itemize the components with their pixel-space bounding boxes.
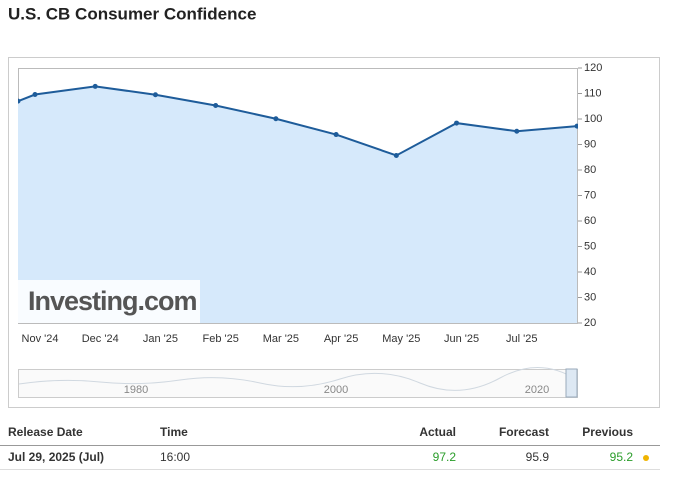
point [514, 128, 520, 134]
point [213, 102, 219, 108]
y-tick-label: 70 [584, 189, 596, 201]
previous: 95.2 [610, 450, 634, 464]
y-tick-label: 120 [584, 62, 602, 74]
navigator-line [18, 367, 578, 391]
point [92, 83, 98, 89]
x-tick-label: Dec '24 [82, 333, 119, 345]
y-tick-label: 30 [584, 291, 596, 303]
watermark-bg [18, 280, 200, 323]
y-tick-label: 110 [584, 87, 602, 99]
actual: 97.2 [433, 450, 457, 464]
x-tick-label: Mar '25 [263, 333, 299, 345]
navigator-handle[interactable] [565, 368, 578, 398]
table-header: Time [160, 425, 188, 439]
y-tick-label: 50 [584, 240, 596, 252]
table-header: Forecast [499, 425, 549, 439]
navigator-label: 1980 [124, 384, 148, 396]
chart-frame [8, 57, 660, 408]
x-tick-label: Nov '24 [22, 333, 59, 345]
table-header: Previous [582, 425, 633, 439]
point [454, 120, 460, 126]
x-tick-label: May '25 [382, 333, 420, 345]
navigator-label: 2000 [324, 384, 348, 396]
watermark: Investing.com [28, 286, 197, 316]
point [152, 92, 158, 98]
title: U.S. CB Consumer Confidence [8, 4, 256, 23]
y-tick-label: 90 [584, 138, 596, 150]
x-tick-label: Jul '25 [506, 333, 537, 345]
plot [18, 83, 578, 323]
release-date: Jul 29, 2025 (Jul) [8, 450, 104, 464]
time: 16:00 [160, 450, 190, 464]
y-tick-label: 60 [584, 215, 596, 227]
y-tick-label: 40 [584, 266, 596, 278]
x-tick-label: Jun '25 [444, 333, 479, 345]
navigator-label: 2020 [525, 384, 549, 396]
x-tick-label: Jan '25 [143, 333, 178, 345]
navigator[interactable] [18, 369, 578, 398]
x-tick-label: Feb '25 [202, 333, 238, 345]
y-tick-label: 20 [584, 317, 596, 329]
forecast: 95.9 [526, 450, 550, 464]
point [393, 152, 399, 158]
point [333, 132, 339, 138]
point [574, 123, 578, 129]
table-header: Release Date [8, 425, 83, 439]
y-tick-label: 100 [584, 113, 602, 125]
x-tick-label: Apr '25 [324, 333, 359, 345]
area [18, 86, 577, 323]
importance-dot [643, 455, 649, 461]
y-tick-label: 80 [584, 164, 596, 176]
point [32, 92, 38, 98]
table-header: Actual [419, 425, 456, 439]
point [18, 98, 21, 104]
point [273, 116, 279, 122]
